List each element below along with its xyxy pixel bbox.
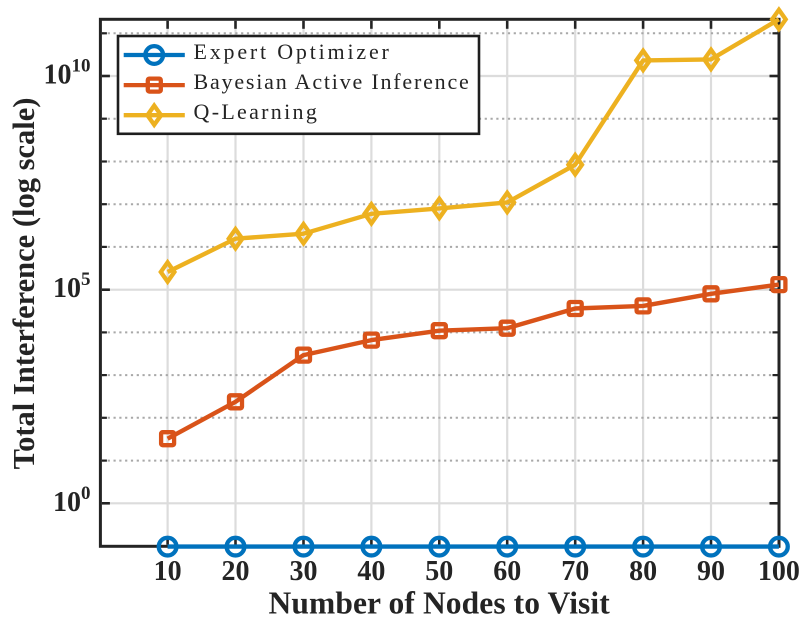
svg-text:Total Interference (log scale): Total Interference (log scale) <box>7 98 41 470</box>
svg-text:Q-Learning: Q-Learning <box>194 99 320 124</box>
svg-text:50: 50 <box>425 556 453 587</box>
svg-text:20: 20 <box>222 556 250 587</box>
svg-text:80: 80 <box>629 556 657 587</box>
svg-text:10: 10 <box>154 556 182 587</box>
svg-text:90: 90 <box>697 556 725 587</box>
svg-text:Number of Nodes to Visit: Number of Nodes to Visit <box>269 586 611 621</box>
svg-text:70: 70 <box>561 556 589 587</box>
svg-text:Bayesian Active Inference: Bayesian Active Inference <box>194 69 471 94</box>
svg-text:Expert Optimizer: Expert Optimizer <box>194 39 392 64</box>
svg-text:60: 60 <box>493 556 521 587</box>
svg-text:40: 40 <box>357 556 385 587</box>
svg-text:100: 100 <box>758 556 800 587</box>
svg-text:30: 30 <box>290 556 318 587</box>
